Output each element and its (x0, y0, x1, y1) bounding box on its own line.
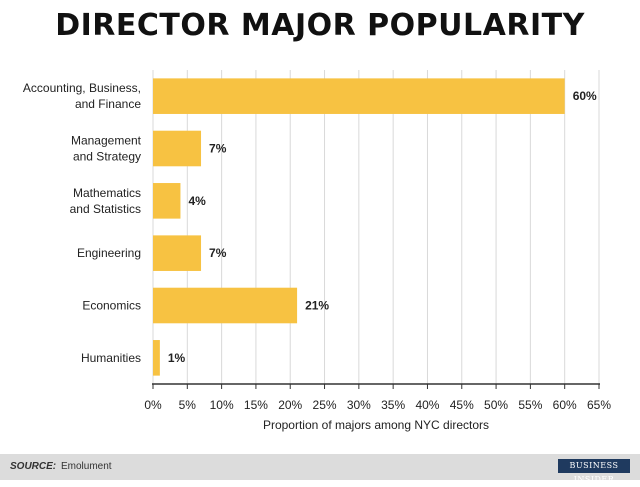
x-tick-label: 30% (347, 398, 371, 412)
bar-chart: Accounting, Business, and Finance Manageme… (23, 70, 611, 432)
x-tick-label: 0% (144, 398, 162, 412)
x-tick-label: 15% (244, 398, 268, 412)
category-label-line: and Finance (75, 97, 141, 111)
bar (153, 235, 202, 271)
x-tick-label: 55% (518, 398, 542, 412)
bar (153, 183, 181, 219)
category-labels: Accounting, Business, and Finance Manageme… (23, 81, 142, 365)
category-label: Economics (82, 299, 141, 313)
x-tick-label: 60% (553, 398, 577, 412)
bar-value-label: 1% (168, 351, 186, 365)
bar (153, 287, 298, 324)
x-axis-title: Proportion of majors among NYC directors (263, 418, 489, 432)
x-tick-label: 50% (484, 398, 508, 412)
grid-lines (152, 70, 600, 389)
source-label: SOURCE: (10, 461, 57, 472)
x-tick-label: 65% (587, 398, 611, 412)
x-tick-label: 35% (381, 398, 405, 412)
value-labels: 60% 7% 4% 7% 21% 1% (168, 89, 597, 365)
bar-value-label: 4% (188, 194, 206, 208)
x-tick-label: 10% (210, 398, 234, 412)
source-value: Emolument (61, 461, 112, 472)
chart-title: DIRECTOR MAJOR POPULARITY (55, 8, 585, 43)
category-label: Accounting, Business, and Finance (23, 81, 141, 111)
x-tick-label: 20% (278, 398, 302, 412)
bar-value-label: 7% (209, 246, 227, 260)
category-label-line: Management (71, 134, 142, 148)
bar (153, 340, 160, 376)
category-label-line: Mathematics (73, 186, 141, 200)
business-insider-logo: BUSINESS INSIDER (558, 459, 630, 484)
category-label-line: Accounting, Business, (23, 81, 141, 95)
category-label: Engineering (77, 246, 141, 260)
bars (153, 78, 565, 376)
x-tick-labels: 0% 5% 10% 15% 20% 25% 30% 35% 40% 45% 50% 55% 60% 65% (144, 398, 611, 412)
bar (153, 130, 202, 167)
category-label-line: and Strategy (73, 150, 141, 164)
x-tick-label: 45% (450, 398, 474, 412)
bar-value-label: 7% (209, 142, 227, 156)
category-label-line: Economics (82, 299, 141, 313)
category-label-line: and Statistics (70, 202, 141, 216)
category-label: Management and Strategy (71, 134, 142, 164)
bar-value-label: 60% (573, 89, 597, 103)
category-label-line: Engineering (77, 246, 141, 260)
footer: SOURCE: Emolument BUSINESS INSIDER (0, 454, 640, 484)
bar (153, 78, 565, 114)
category-label: Mathematics and Statistics (70, 186, 141, 216)
category-label: Humanities (81, 351, 141, 365)
x-tick-label: 40% (415, 398, 439, 412)
x-tick-label: 25% (313, 398, 337, 412)
x-tick-label: 5% (179, 398, 197, 412)
category-label-line: Humanities (81, 351, 141, 365)
bar-value-label: 21% (305, 299, 329, 313)
